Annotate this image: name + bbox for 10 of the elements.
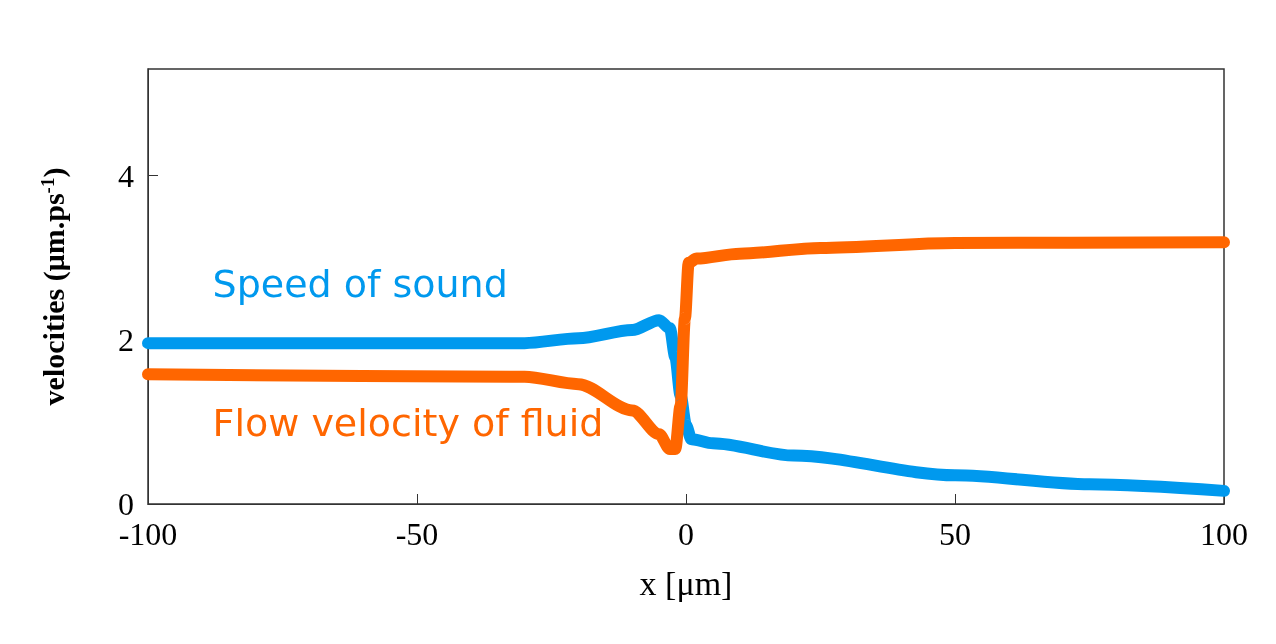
x-tick-label: 50 (939, 516, 971, 552)
y-axis-title: velocities (μm.ps-1) (36, 167, 71, 406)
x-tick-label: 100 (1200, 516, 1248, 552)
x-tick-label: -50 (395, 516, 439, 552)
series-label: Flow velocity of fluid (212, 401, 604, 446)
x-axis-title: x [μm] (639, 564, 733, 602)
y-tick-label: 4 (118, 157, 134, 194)
series-label: Speed of sound (212, 261, 508, 306)
y-tick-label: 2 (118, 321, 134, 358)
x-tick-label: 0 (678, 516, 694, 552)
